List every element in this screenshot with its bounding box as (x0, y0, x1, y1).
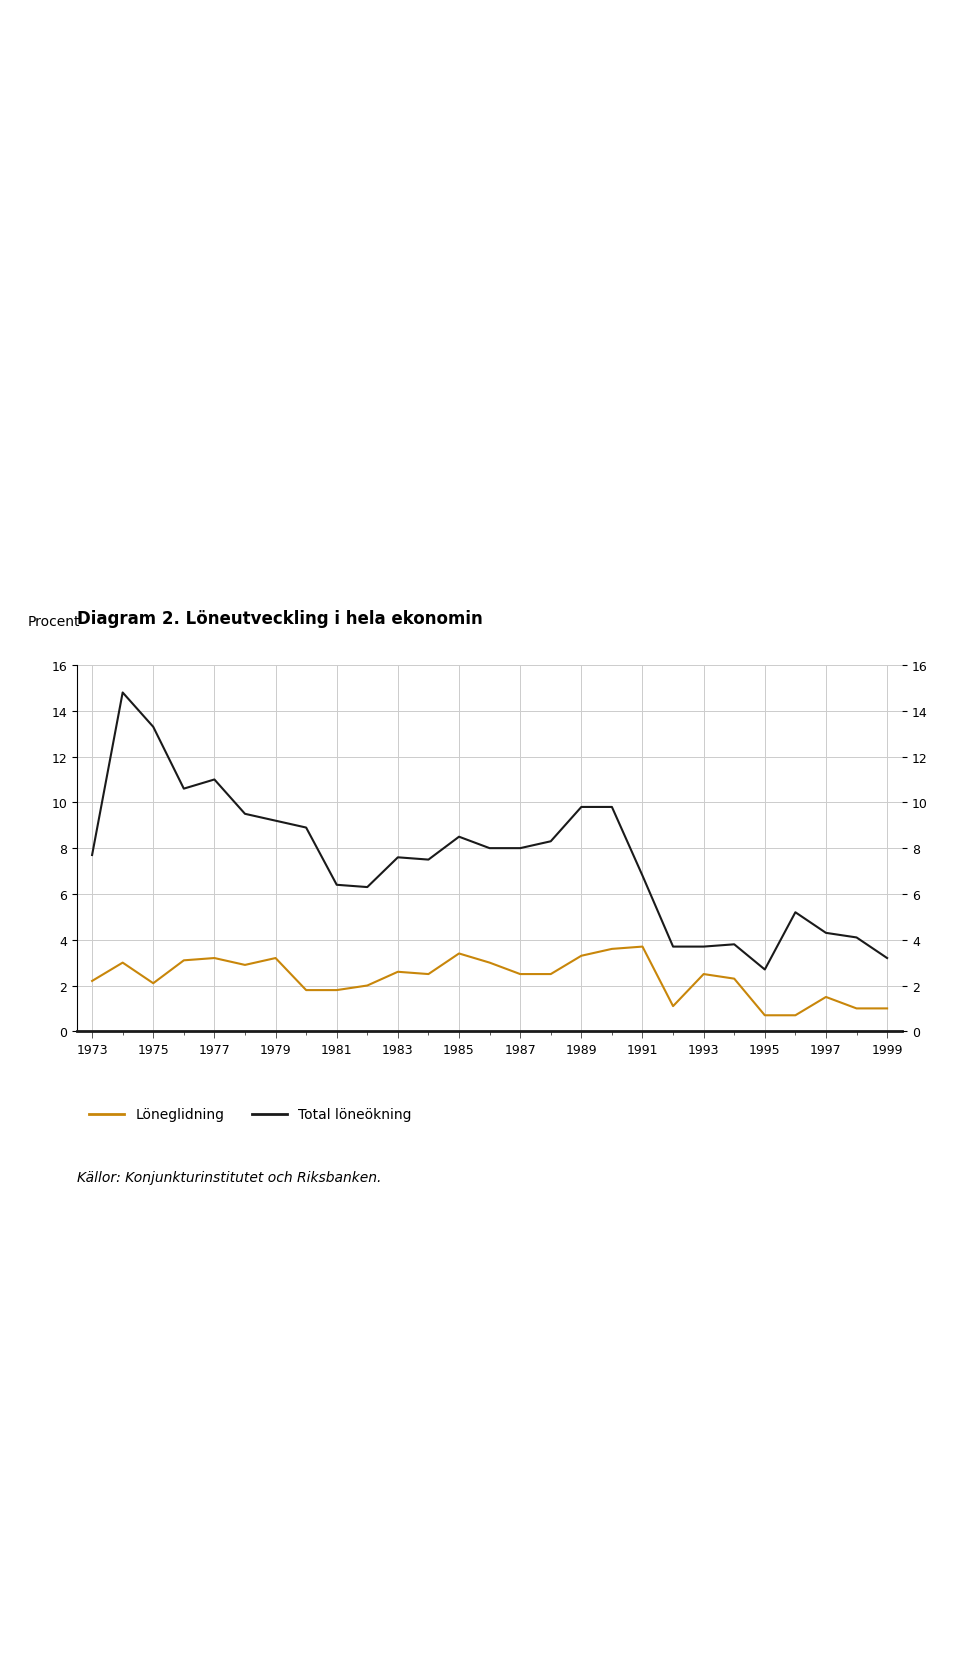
Text: Procent: Procent (27, 616, 80, 629)
Legend: Löneglidning, Total löneökning: Löneglidning, Total löneökning (84, 1102, 417, 1127)
Text: Källor: Konjunkturinstitutet och Riksbanken.: Källor: Konjunkturinstitutet och Riksban… (77, 1171, 381, 1185)
Text: Diagram 2. Löneutveckling i hela ekonomin: Diagram 2. Löneutveckling i hela ekonomi… (77, 611, 483, 627)
